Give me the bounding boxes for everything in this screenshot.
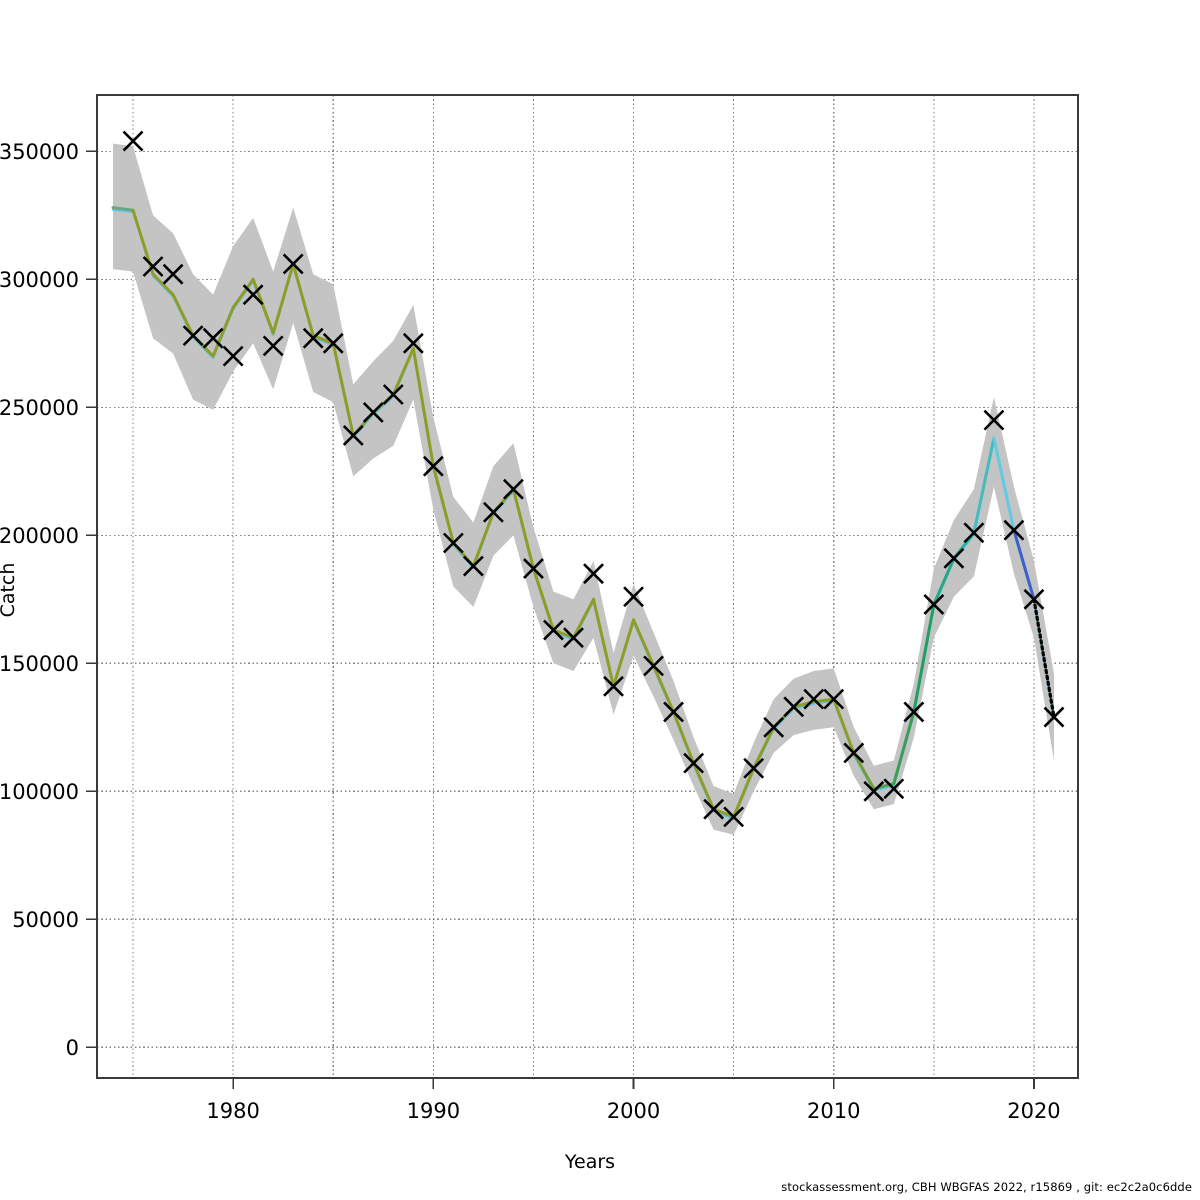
observed-catch-marker xyxy=(1003,519,1025,541)
y-tick-label: 300000 xyxy=(0,268,79,292)
observed-catch-marker xyxy=(122,130,144,152)
observed-catch-markers xyxy=(122,130,1065,828)
observed-catch-marker xyxy=(943,547,965,569)
observed-catch-marker xyxy=(362,402,384,423)
observed-catch-marker xyxy=(823,688,845,710)
observed-catch-marker xyxy=(683,752,705,774)
observed-catch-marker xyxy=(723,806,745,828)
observed-catch-marker xyxy=(663,701,685,723)
observed-catch-marker xyxy=(242,284,264,306)
y-axis-title: Catch xyxy=(0,563,19,618)
observed-catch-marker xyxy=(543,619,564,641)
observed-catch-marker xyxy=(142,256,164,277)
x-tick-label: 2000 xyxy=(607,1099,660,1123)
observed-catch-marker xyxy=(883,778,905,800)
y-tick-label: 50000 xyxy=(12,908,79,932)
observed-catch-marker xyxy=(843,742,865,764)
y-tick-label: 150000 xyxy=(0,652,79,676)
observed-catch-marker xyxy=(603,675,624,697)
observed-catch-marker xyxy=(482,501,504,523)
observed-catch-marker xyxy=(462,555,484,577)
x-tick-label: 1990 xyxy=(407,1099,460,1123)
x-tick-label: 2020 xyxy=(1007,1099,1060,1123)
observed-catch-marker xyxy=(583,563,604,585)
observed-catch-marker xyxy=(162,263,184,285)
observed-catch-marker xyxy=(803,688,825,710)
observed-catch-marker xyxy=(503,478,524,500)
observed-catch-marker xyxy=(262,335,284,357)
observed-catch-marker xyxy=(623,586,644,608)
plot-frame xyxy=(96,94,1079,1079)
y-tick-label: 0 xyxy=(66,1036,79,1060)
y-tick-label: 350000 xyxy=(0,140,79,164)
observed-catch-marker xyxy=(382,384,404,405)
observed-catch-marker xyxy=(1023,588,1045,610)
observed-catch-marker xyxy=(563,627,584,649)
observed-catch-marker xyxy=(523,558,544,579)
y-tick-label: 200000 xyxy=(0,524,79,548)
x-tick-label: 1980 xyxy=(206,1099,259,1123)
observed-catch-marker xyxy=(783,696,805,718)
observed-catch-marker xyxy=(282,253,304,275)
x-tick-label: 2010 xyxy=(807,1099,860,1123)
estimated-catch-line xyxy=(111,206,1056,820)
observed-catch-marker xyxy=(302,327,324,349)
observed-catch-marker xyxy=(202,327,224,349)
observed-catch-marker xyxy=(983,409,1005,431)
axis-ticks xyxy=(86,150,1035,1089)
observed-catch-marker xyxy=(863,780,885,802)
x-axis-title: Years xyxy=(564,1151,615,1173)
y-tick-label: 250000 xyxy=(0,396,79,420)
observed-catch-marker xyxy=(222,345,244,367)
observed-catch-marker xyxy=(402,332,424,354)
observed-catch-marker xyxy=(342,425,364,446)
observed-catch-marker xyxy=(763,716,785,738)
observed-catch-marker xyxy=(923,594,945,615)
y-tick-label: 100000 xyxy=(0,780,79,804)
observed-catch-marker xyxy=(322,332,344,354)
observed-catch-marker xyxy=(422,455,444,477)
observed-catch-marker xyxy=(963,522,985,544)
observed-catch-marker xyxy=(903,701,925,723)
observed-catch-marker xyxy=(442,532,464,554)
observed-catch-marker xyxy=(703,798,725,820)
observed-catch-marker xyxy=(643,655,664,677)
observed-catch-marker xyxy=(1043,706,1065,728)
source-attribution-note: stockassessment.org, CBH WBGFAS 2022, r1… xyxy=(781,1180,1192,1194)
observed-catch-marker xyxy=(743,757,765,779)
axis-tick-labels: 0 50000 100000 150000 200000 250000 300000 3500… xyxy=(0,140,1061,1123)
observed-catch-marker xyxy=(182,325,204,347)
